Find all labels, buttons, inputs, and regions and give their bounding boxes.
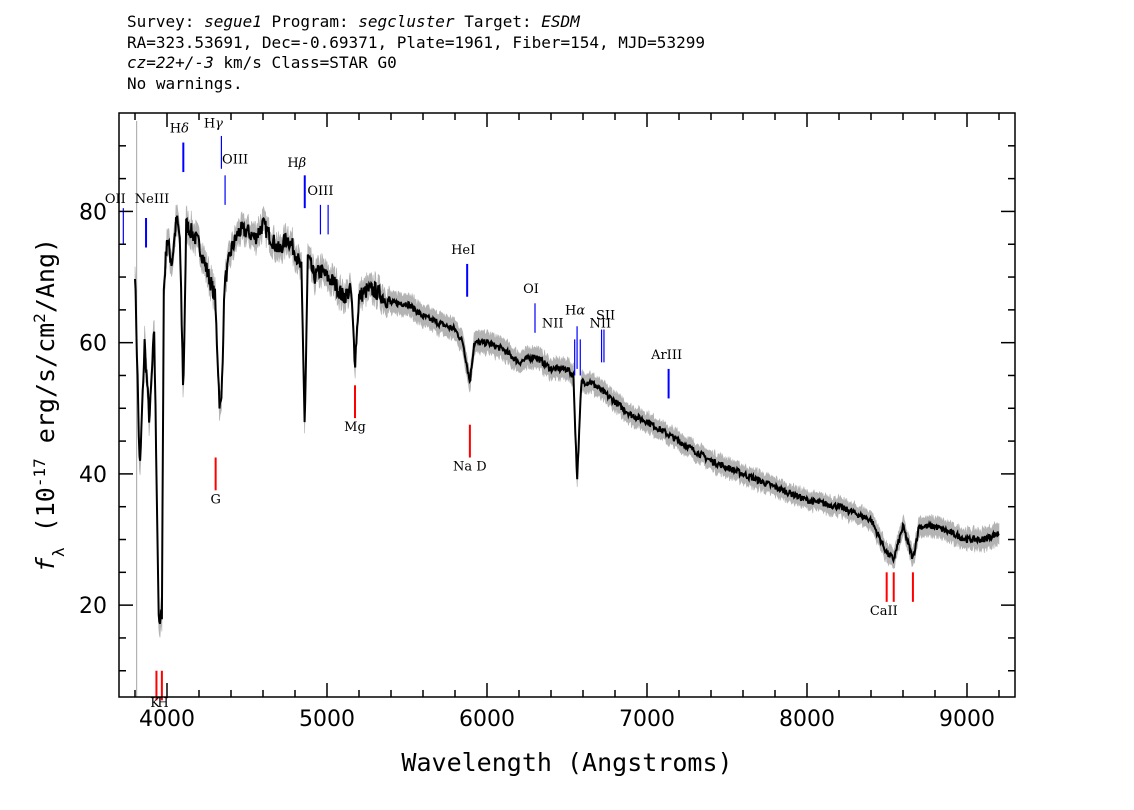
absorption-line-label-3: Mg <box>344 420 366 435</box>
y-tick-label-60: 60 <box>79 332 107 357</box>
x-axis-title: Wavelength (Angstroms) <box>401 748 732 777</box>
survey-value: segue1 <box>204 12 262 31</box>
emission-label-greek: β <box>298 156 307 171</box>
y-axis-title-part-0: f <box>31 556 60 572</box>
y-axis-title-part-6: /Ang) <box>31 238 60 313</box>
x-tick-label-6000: 6000 <box>459 707 515 732</box>
program-label: Program: <box>271 12 349 31</box>
y-axis-title-part-2: (10 <box>31 487 60 547</box>
absorption-line-label-0: K <box>150 696 160 711</box>
y-tick-label-80: 80 <box>79 200 107 225</box>
survey-label: Survey: <box>127 12 195 31</box>
plot-frame <box>118 112 1016 698</box>
emission-label-greek: δ <box>181 122 189 137</box>
y-tick-label-40: 40 <box>79 463 107 488</box>
header-line-3: cz=22+/-3 km/s Class=STAR G0 <box>127 53 705 74</box>
emission-label-greek: α <box>576 303 585 318</box>
emission-line-label-1: NeIII <box>135 192 169 207</box>
spectrum-line-layer <box>134 215 1000 625</box>
emission-line-label-5: Hβ <box>287 156 306 171</box>
emission-label-h: H <box>170 122 181 137</box>
axes-layer: 4000 5000 6000 7000 8000 9000 20 40 60 80 <box>79 113 1015 732</box>
spectrum-header: Survey: segue1 Program: segcluster Targe… <box>127 12 705 94</box>
emission-label-h: H <box>204 116 215 131</box>
header-line-1: Survey: segue1 Program: segcluster Targe… <box>127 12 705 33</box>
emission-line-label-12: NII <box>589 317 611 332</box>
emission-line-label-11: Hα <box>565 303 585 318</box>
error-band-layer <box>134 121 1000 697</box>
error-band <box>134 203 1000 638</box>
warnings-text: No warnings. <box>127 73 243 93</box>
target-label: Target: <box>464 12 532 31</box>
absorption-line-label-4: Na D <box>453 460 487 475</box>
emission-line-label-6: OIII <box>307 184 333 199</box>
emission-line-label-3: Hγ <box>204 116 223 131</box>
absorption-line-label-5: CaII <box>870 604 898 619</box>
x-tick-label-7000: 7000 <box>619 707 675 732</box>
y-axis-title-part-1: λ <box>49 547 68 557</box>
emission-line-label-2: Hδ <box>170 122 189 137</box>
program-value: segcluster <box>358 12 455 31</box>
y-axis-title: fλ (10-17 erg/s/cm2/Ang) <box>30 238 68 572</box>
y-axis-title-part-4: erg/s/cm <box>31 323 60 458</box>
emission-line-label-0: OII <box>105 192 126 207</box>
x-tick-label-8000: 8000 <box>779 707 835 732</box>
x-tick-label-9000: 9000 <box>939 707 995 732</box>
header-line-2: RA=323.53691, Dec=-0.69371, Plate=1961, … <box>127 32 705 52</box>
y-tick-label-20: 20 <box>79 594 107 619</box>
emission-label-greek: γ <box>215 116 223 131</box>
emission-line-label-15: ArIII <box>650 348 682 363</box>
emission-line-label-4: OIII <box>222 152 248 167</box>
absorption-line-label-2: G <box>210 492 220 507</box>
emission-line-label-8: HeI <box>451 243 475 258</box>
y-axis-title-part-5: 2 <box>30 313 49 323</box>
emission-label-h: H <box>565 303 576 318</box>
cz-units: km/s Class=STAR G0 <box>223 53 397 72</box>
emission-line-label-13: SII <box>596 309 615 324</box>
emission-label-h: H <box>287 156 298 171</box>
cz-value: cz=22+/-3 <box>127 53 214 72</box>
emission-line-label-9: OI <box>523 282 539 297</box>
absorption-line-label-1: H <box>157 696 168 711</box>
emission-line-label-10: NII <box>542 317 564 332</box>
x-tick-label-4000: 4000 <box>139 707 195 732</box>
target-value: ESDM <box>541 12 580 31</box>
y-axis-title-part-3: -17 <box>30 458 49 487</box>
x-tick-label-5000: 5000 <box>299 707 355 732</box>
flux-line <box>134 215 1000 625</box>
